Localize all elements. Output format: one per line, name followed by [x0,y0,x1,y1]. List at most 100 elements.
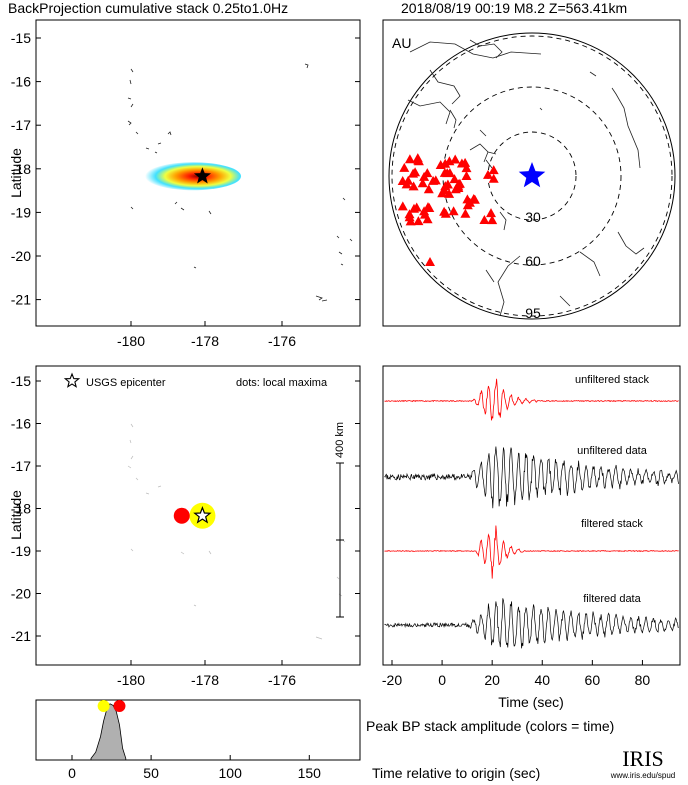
station-triangle [412,153,423,163]
peak-xlabel: Time relative to origin (sec) [372,765,540,781]
y-tick-label: -15 [11,373,31,389]
station-markers [397,153,499,266]
y-tick-label: -17 [11,458,31,474]
station-triangle [461,171,472,180]
peak-maximum-yellow [97,700,110,712]
station-triangle [423,184,434,194]
x-tick-label: 150 [298,765,322,781]
ring-label-60: 60 [525,253,541,269]
epicenter-star-icon [193,167,211,184]
ring-label-95: 95 [525,305,541,321]
x-tick-label: -180 [117,333,145,349]
x-tick-label: 100 [219,765,243,781]
distance-scale-bar [336,462,344,618]
station-triangle [479,215,490,224]
label-unfiltered-data: unfiltered data [577,445,648,457]
unfiltered-stack-trace [384,378,679,421]
station-triangle [410,167,421,177]
figure-title-left: BackProjection cumulative stack 0.25to1.… [8,0,288,16]
figure-title-right: 2018/08/19 00:19 M8.2 Z=563.41km [401,0,627,16]
x-tick-label: -20 [382,672,402,688]
local-maximum-late [173,507,190,524]
filtered-data-trace [384,598,679,649]
peak-maximum-red [113,700,126,712]
station-triangle [428,175,439,185]
station-triangle [488,173,499,183]
globe-panel: AU 30 60 95 [382,19,681,327]
iris-logo-url: www.iris.edu/spud [610,771,675,780]
station-triangle [425,257,435,266]
y-tick-label: -21 [11,292,31,308]
label-unfiltered-stack: unfiltered stack [575,374,649,386]
x-tick-label: 60 [585,672,601,688]
peak-caption: Peak BP stack amplitude (colors = time) [366,718,614,734]
x-tick-label: -180 [117,672,145,688]
station-triangle [444,188,455,198]
station-triangle [449,174,460,184]
bottom-map-ylabel: Latitude [8,490,24,540]
y-tick-label: -21 [11,628,31,644]
y-tick-label: -17 [11,117,31,133]
scale-bar-label: 400 km [334,422,346,458]
y-tick-label: -19 [11,543,31,559]
x-tick-label: 0 [438,672,446,688]
station-triangle [422,214,433,224]
x-tick-label: -178 [191,672,219,688]
station-triangle [404,154,415,164]
station-triangle [440,208,451,218]
ring-label-30: 30 [525,209,541,225]
x-tick-label: 80 [635,672,651,688]
station-triangle [461,163,472,173]
station-triangle [450,154,461,164]
station-triangle [413,216,424,226]
x-tick-label: 20 [484,672,500,688]
station-triangle [419,171,430,181]
y-tick-label: -20 [11,248,31,264]
station-triangle [435,160,446,169]
station-triangle [403,175,414,185]
distance-ring-95 [391,35,673,317]
label-filtered-data: filtered data [583,593,641,605]
bottom-map-y-ticks: -15 -16 -17 -18 -19 -20 -21 [11,373,360,644]
y-tick-label: -15 [11,30,31,46]
station-triangle [483,169,493,179]
x-tick-label: -178 [191,333,219,349]
station-triangle [488,165,499,175]
peak-frame [35,699,361,761]
x-tick-label: 40 [534,672,550,688]
station-triangle [460,208,471,218]
station-triangle [442,179,453,189]
peak-x-ticks: 0 50 100 150 [68,755,321,781]
globe-network-label: AU [392,35,411,51]
unfiltered-data-trace [384,446,680,509]
y-tick-label: -18 [11,161,31,177]
peak-panel: 0 50 100 150 Peak BP stack amplitude (color… [35,699,614,781]
station-triangle [404,212,415,222]
station-triangle [453,183,464,192]
traces-xlabel: Time (sec) [498,694,564,710]
usgs-epicenter-star-icon [193,506,212,524]
top-map-ylabel: Latitude [8,148,24,198]
station-triangle [409,203,419,213]
station-triangle [417,178,428,188]
traces-panel: unfiltered stack unfiltered data filtere… [382,365,681,710]
bottom-map-x-ticks: -180 -178 -176 [117,660,296,688]
station-triangle [419,206,430,216]
x-tick-label: 0 [68,765,76,781]
y-tick-label: -16 [11,416,31,432]
legend-usgs-epicenter: USGS epicenter [86,377,166,389]
peak-amplitude-envelope [90,703,127,761]
station-triangle [397,201,408,211]
top-map-y-ticks: -15 -16 -17 -18 -19 -20 -21 [11,30,360,308]
backprojection-hotspot [145,162,242,191]
top-map-panel: Latitude -15-16-17-18-19-20-21 -180 -178-… [8,19,361,349]
station-triangle [399,162,410,172]
traces-frame [382,365,681,666]
legend-local-maxima: dots: local maxima [236,377,328,389]
station-triangle [444,156,455,166]
bottom-map-panel: Latitude -15-16-17-18-19-20-21 -180 -178-… [8,365,361,688]
iris-logo-text: IRIS [622,746,664,771]
globe-outline [388,32,676,320]
filtered-stack-trace [384,525,679,579]
traces-x-ticks: -20 0 20 40 60 80 [382,660,651,688]
